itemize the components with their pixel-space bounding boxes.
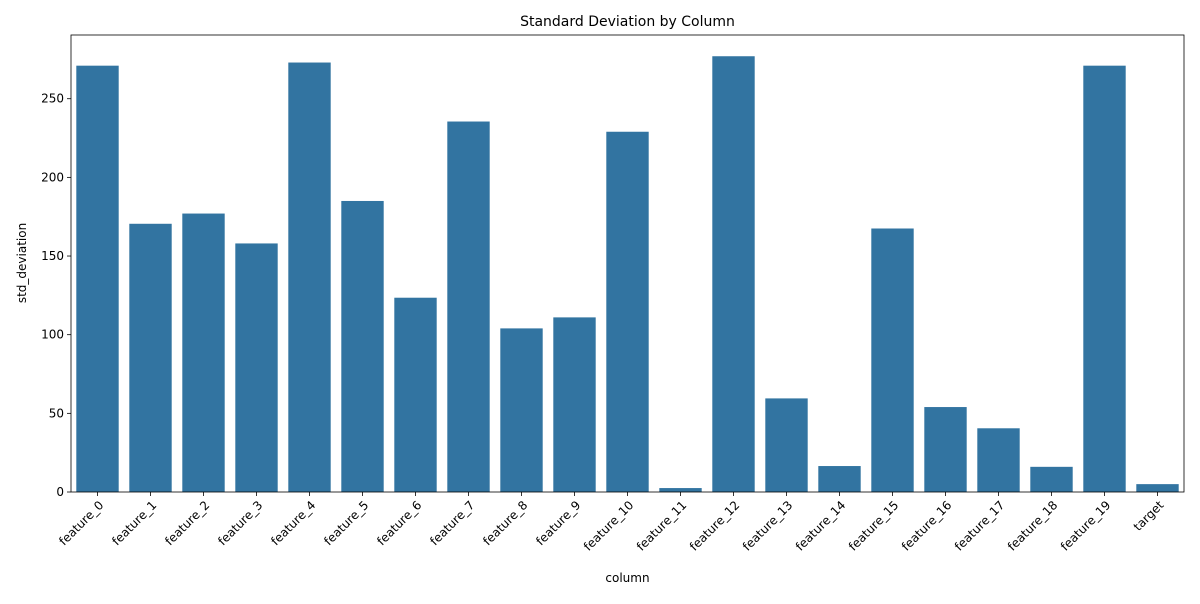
bar-feature_3 (235, 243, 278, 492)
bar-feature_2 (182, 213, 225, 492)
x-tick-label: feature_2 (162, 498, 212, 548)
x-tick-label: feature_10 (581, 498, 637, 554)
bar-feature_6 (394, 297, 437, 492)
x-tick-label: feature_6 (374, 498, 424, 548)
y-tick-label: 0 (56, 485, 64, 499)
bar-feature_12 (712, 56, 755, 493)
x-tick-label: feature_1 (109, 498, 159, 548)
x-tick-label: feature_11 (634, 498, 690, 554)
chart-title: Standard Deviation by Column (520, 14, 735, 30)
x-tick-label: feature_12 (687, 498, 743, 554)
x-tick-label: feature_8 (480, 498, 530, 548)
y-axis: 0 50 100 150 200 250 (41, 92, 71, 499)
x-tick-label: feature_16 (899, 498, 955, 554)
bar-feature_13 (765, 398, 808, 492)
x-axis-label: column (605, 571, 649, 585)
x-tick-label: feature_15 (846, 498, 902, 554)
bar-feature_15 (871, 228, 914, 492)
bar-feature_8 (500, 328, 543, 492)
x-tick-label: feature_7 (427, 498, 477, 548)
bar-feature_14 (818, 466, 861, 492)
bar-feature_7 (447, 121, 490, 492)
x-tick-label: feature_17 (952, 498, 1008, 554)
bar-feature_1 (129, 223, 172, 493)
x-tick-label: feature_19 (1058, 498, 1114, 554)
x-tick-label: feature_0 (56, 498, 106, 548)
bar-feature_0 (76, 65, 119, 492)
bar-feature_16 (924, 407, 967, 492)
y-tick-label: 150 (41, 249, 64, 263)
y-tick-label: 100 (41, 328, 64, 342)
y-tick-label: 250 (41, 92, 64, 106)
bar-feature_19 (1083, 65, 1126, 492)
plot-frame (70, 34, 1185, 493)
y-axis-label: std_deviation (15, 223, 29, 303)
bar-target (1136, 484, 1179, 492)
bar-feature_9 (553, 317, 596, 492)
x-tick-label: feature_5 (321, 498, 371, 548)
x-axis: feature_0 feature_1 feature_2 feature_3 feat… (56, 492, 1167, 554)
x-tick-label: feature_3 (215, 498, 265, 548)
x-tick-label: feature_18 (1005, 498, 1061, 554)
bar-feature_11 (659, 488, 702, 492)
bar-feature_17 (977, 428, 1020, 492)
bars-group (76, 56, 1179, 493)
x-tick-label: target (1131, 498, 1167, 534)
x-tick-label: feature_9 (533, 498, 583, 548)
y-tick-label: 200 (41, 170, 64, 184)
x-tick-label: feature_4 (268, 498, 318, 548)
x-tick-label: feature_14 (793, 498, 849, 554)
bar-feature_10 (606, 131, 649, 492)
y-tick-label: 50 (49, 406, 64, 420)
x-tick-label: feature_13 (740, 498, 796, 554)
bar-feature_4 (288, 62, 331, 492)
bar-feature_5 (341, 200, 384, 493)
bar-feature_18 (1030, 466, 1073, 492)
